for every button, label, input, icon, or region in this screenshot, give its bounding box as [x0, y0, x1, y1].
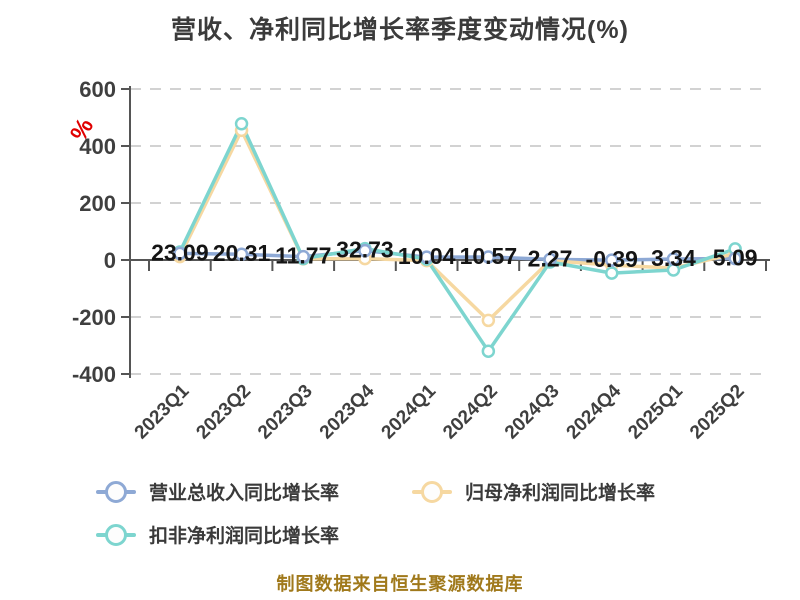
x-axis-label-2024Q2: 2024Q2	[439, 381, 502, 444]
marker-s0-2024Q1	[419, 250, 434, 264]
x-axis-label-2024Q3: 2024Q3	[501, 381, 564, 444]
watermark-text: 制图数据来自恒生聚源数据库	[276, 574, 524, 594]
point-label-2023Q1: 23.09	[151, 239, 209, 265]
legend-label-net-profit-growth: 归母净利润同比增长率	[465, 483, 656, 504]
legend-marker-teal	[96, 523, 136, 547]
x-axis-label-2023Q2: 2023Q2	[192, 381, 255, 444]
marker-s2-2024Q4	[605, 266, 619, 280]
x-axis-label-2023Q4: 2023Q4	[316, 380, 379, 443]
series-line-1	[178, 128, 737, 323]
y-tick-label-400: 400	[79, 134, 116, 159]
marker-s0-2024Q2	[481, 250, 496, 264]
marker-s0-2024Q3	[543, 252, 557, 267]
marker-s0-2023Q2	[234, 247, 249, 261]
legend-label-non-gaap-net-profit-growth: 扣非净利润同比增长率	[149, 526, 340, 547]
y-tick-label-200: 200	[79, 191, 116, 216]
y-tick-label--400: -400	[72, 362, 116, 387]
legend-item-total-revenue-growth[interactable]: 营业总收入同比增长率	[96, 478, 339, 505]
legend-item-net-profit-growth[interactable]: 归母净利润同比增长率	[412, 478, 655, 505]
marker-s2-2024Q2	[481, 344, 496, 358]
point-label-2023Q3: 11.77	[275, 243, 331, 269]
point-label-2023Q2: 20.31	[213, 240, 271, 266]
legend-marker-orange	[412, 480, 452, 504]
marker-s2-2023Q2	[234, 117, 249, 131]
series-line-0	[178, 248, 737, 262]
x-axis-label-2024Q4: 2024Q4	[563, 380, 626, 443]
point-label-2025Q2: 5.09	[713, 245, 758, 271]
point-label-2024Q3: 2.27	[528, 245, 573, 271]
point-label-2023Q4: 32.73	[336, 237, 394, 263]
x-axis-label-2025Q1: 2025Q1	[624, 380, 687, 443]
chart-title: 营收、净利同比增长率季度变动情况(%)	[171, 16, 629, 44]
y-tick-label-0: 0	[104, 248, 116, 273]
marker-s1-2024Q2	[481, 313, 496, 328]
series-line-2	[178, 122, 737, 353]
marker-s0-2023Q3	[296, 249, 310, 264]
y-tick-label--200: -200	[72, 305, 116, 330]
point-label-2025Q1: 3.34	[651, 245, 696, 271]
marker-s0-2023Q1	[173, 246, 187, 261]
marker-s0-2023Q4	[358, 243, 372, 258]
legend-item-non-gaap-net-profit-growth[interactable]: 扣非净利润同比增长率	[96, 521, 339, 548]
point-label-2024Q4: -0.39	[586, 246, 638, 272]
marker-s0-2025Q2	[728, 251, 742, 266]
y-tick-label-600: 600	[79, 77, 116, 102]
x-axis-label-2023Q1: 2023Q1	[131, 380, 194, 443]
point-label-2024Q2: 10.57	[460, 243, 518, 269]
marker-s0-2024Q4	[605, 253, 619, 267]
legend-label-total-revenue-growth: 营业总收入同比增长率	[149, 483, 340, 504]
legend-marker-blue	[96, 480, 136, 504]
x-axis-label-2023Q3: 2023Q3	[254, 381, 317, 444]
x-axis-label-2025Q2: 2025Q2	[686, 381, 749, 444]
marker-s0-2025Q1	[666, 252, 681, 266]
point-label-2024Q1: 10.04	[398, 243, 456, 269]
x-axis-label-2024Q1: 2024Q1	[378, 380, 441, 443]
